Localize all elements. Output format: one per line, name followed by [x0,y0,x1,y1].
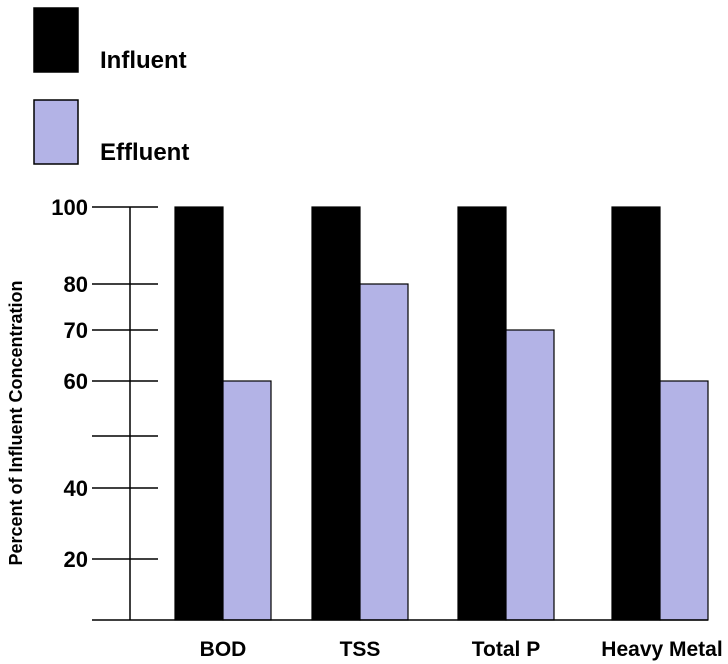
bar-effluent-bod [222,380,272,621]
x-axis-categories: BOD TSS Total P Heavy Metal [200,638,723,661]
x-category-label: Heavy Metal [601,638,722,661]
legend-label-effluent: Effluent [100,139,189,166]
y-tick-label-40: 40 [64,476,88,501]
legend-label-influent: Influent [100,47,187,74]
bar-influent-tss [311,206,361,621]
axes [92,207,708,621]
bar-influent-heavy-metal [611,206,661,621]
bar-influent-bod [174,206,224,621]
x-category-label: BOD [200,638,247,661]
legend: Influent Effluent [33,7,189,166]
bar-influent-total-p [457,206,507,621]
y-tick-label-80: 80 [64,272,88,297]
bar-effluent-tss [359,283,409,621]
bars [174,206,709,621]
legend-swatch-influent [33,7,79,73]
y-axis-ticks: 100 80 70 60 40 20 [51,195,158,572]
y-axis-label: Percent of Influent Concentration [6,280,26,565]
y-tick-label-20: 20 [64,547,88,572]
bar-effluent-heavy-metal [659,380,709,621]
legend-swatch-effluent [33,99,79,165]
y-tick-label-60: 60 [64,369,88,394]
y-tick-label-70: 70 [64,318,88,343]
x-category-label: Total P [472,638,540,661]
x-category-label: TSS [340,638,381,661]
y-tick-label-100: 100 [51,195,88,220]
bar-effluent-total-p [505,329,555,621]
